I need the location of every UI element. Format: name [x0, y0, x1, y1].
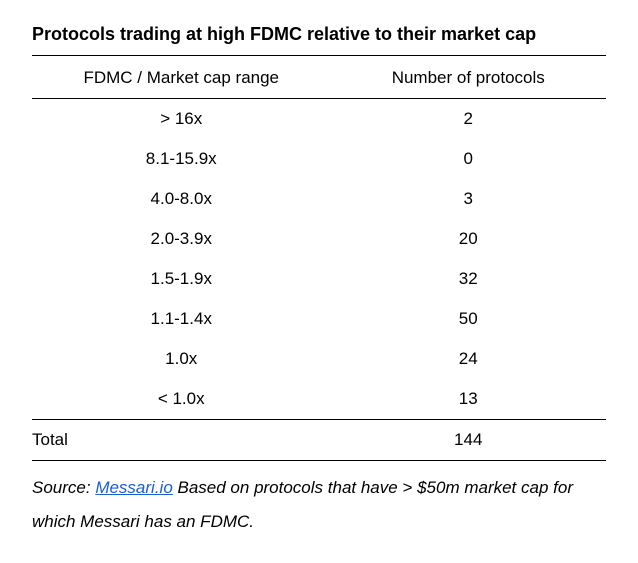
cell-count: 50	[330, 299, 606, 339]
total-label: Total	[32, 420, 330, 461]
fdmc-table: FDMC / Market cap range Number of protoc…	[32, 56, 606, 461]
cell-range: 1.5-1.9x	[32, 259, 330, 299]
table-row: 1.1-1.4x 50	[32, 299, 606, 339]
cell-count: 32	[330, 259, 606, 299]
table-title: Protocols trading at high FDMC relative …	[32, 24, 606, 56]
table-row: 1.0x 24	[32, 339, 606, 379]
cell-count: 3	[330, 179, 606, 219]
source-note: Source: Messari.io Based on protocols th…	[32, 461, 606, 539]
table-row: < 1.0x 13	[32, 379, 606, 420]
cell-range: > 16x	[32, 99, 330, 140]
table-row: 4.0-8.0x 3	[32, 179, 606, 219]
source-link[interactable]: Messari.io	[95, 478, 172, 497]
source-prefix: Source:	[32, 478, 95, 497]
cell-range: 4.0-8.0x	[32, 179, 330, 219]
cell-count: 0	[330, 139, 606, 179]
cell-range: 8.1-15.9x	[32, 139, 330, 179]
table-total-row: Total 144	[32, 420, 606, 461]
cell-range: < 1.0x	[32, 379, 330, 420]
table-row: 2.0-3.9x 20	[32, 219, 606, 259]
col-header-count: Number of protocols	[330, 56, 606, 99]
cell-range: 2.0-3.9x	[32, 219, 330, 259]
table-row: 8.1-15.9x 0	[32, 139, 606, 179]
cell-range: 1.1-1.4x	[32, 299, 330, 339]
table-row: 1.5-1.9x 32	[32, 259, 606, 299]
cell-count: 13	[330, 379, 606, 420]
cell-count: 20	[330, 219, 606, 259]
cell-count: 24	[330, 339, 606, 379]
col-header-range: FDMC / Market cap range	[32, 56, 330, 99]
total-value: 144	[330, 420, 606, 461]
table-row: > 16x 2	[32, 99, 606, 140]
table-header-row: FDMC / Market cap range Number of protoc…	[32, 56, 606, 99]
cell-count: 2	[330, 99, 606, 140]
cell-range: 1.0x	[32, 339, 330, 379]
